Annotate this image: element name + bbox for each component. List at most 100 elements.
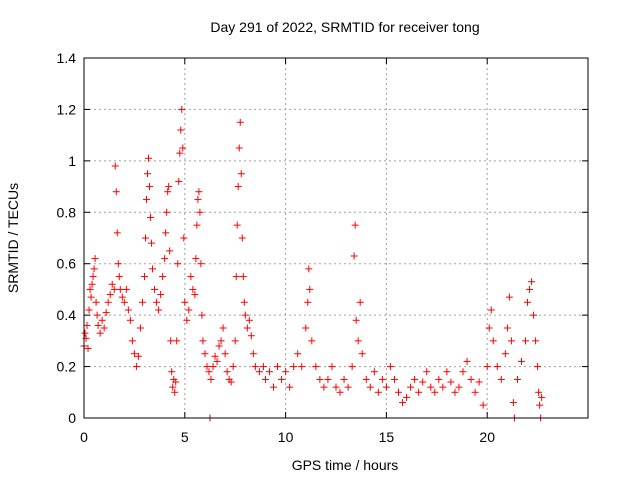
data-point — [140, 273, 148, 281]
data-point — [179, 144, 187, 152]
data-point — [196, 208, 204, 216]
data-point — [221, 350, 229, 358]
y-tick-label: 0.4 — [57, 307, 77, 323]
data-point — [243, 324, 251, 332]
data-point — [324, 375, 332, 383]
data-point — [165, 183, 173, 191]
data-point — [238, 234, 246, 242]
data-point — [187, 273, 195, 281]
data-point — [403, 393, 411, 401]
data-point — [356, 298, 364, 306]
y-tick-label: 1.2 — [57, 101, 77, 117]
data-point — [503, 324, 511, 332]
data-point — [93, 311, 101, 319]
data-point — [451, 388, 459, 396]
data-point — [522, 337, 530, 345]
data-point — [145, 154, 153, 162]
data-point — [336, 388, 344, 396]
data-point — [227, 378, 235, 386]
data-point — [234, 183, 242, 191]
data-point — [215, 342, 223, 350]
data-point — [265, 368, 273, 376]
data-point — [194, 195, 202, 203]
chart-title: Day 291 of 2022, SRMTID for receiver ton… — [210, 19, 479, 35]
data-point — [374, 388, 382, 396]
data-point — [517, 357, 525, 365]
data-point — [92, 298, 100, 306]
data-point — [475, 378, 483, 386]
data-point — [87, 293, 95, 301]
data-point — [90, 265, 98, 273]
data-point — [415, 388, 423, 396]
data-point — [497, 375, 505, 383]
data-point — [245, 316, 253, 324]
data-point — [180, 234, 188, 242]
y-tick-label: 1.4 — [57, 50, 77, 66]
data-point — [241, 311, 249, 319]
data-point — [232, 273, 240, 281]
y-tick-label: 0.2 — [57, 359, 77, 375]
y-tick-label: 0.8 — [57, 204, 77, 220]
data-point — [153, 298, 161, 306]
data-point — [505, 293, 513, 301]
data-point — [513, 375, 521, 383]
data-point — [443, 368, 451, 376]
data-point — [88, 280, 96, 288]
data-point — [382, 383, 390, 391]
y-axis-label: SRMTID / TECUs — [5, 183, 21, 293]
data-point — [538, 393, 546, 401]
data-point — [193, 221, 201, 229]
data-point — [173, 337, 181, 345]
data-point — [195, 188, 203, 196]
x-axis-label: GPS time / hours — [292, 457, 399, 473]
data-point — [106, 291, 114, 299]
data-point — [251, 363, 259, 371]
y-tick-label: 0 — [68, 410, 76, 426]
data-point — [217, 337, 225, 345]
data-point — [115, 273, 123, 281]
data-point — [141, 234, 149, 242]
data-point — [163, 208, 171, 216]
data-point — [350, 252, 358, 260]
data-point — [231, 337, 239, 345]
data-point — [178, 105, 186, 113]
data-point — [122, 285, 130, 293]
data-point — [255, 368, 263, 376]
y-tick-label: 1 — [68, 153, 76, 169]
data-point — [171, 388, 179, 396]
data-point — [175, 177, 183, 185]
data-point — [130, 350, 138, 358]
data-points — [80, 105, 546, 422]
data-point — [161, 255, 169, 263]
data-point — [118, 293, 126, 301]
data-point — [159, 273, 167, 281]
data-point — [126, 316, 134, 324]
data-point — [249, 350, 257, 358]
data-point — [98, 316, 106, 324]
data-point — [447, 378, 455, 386]
data-point — [467, 375, 475, 383]
data-point — [302, 324, 310, 332]
data-point — [94, 321, 102, 329]
data-point — [348, 363, 356, 371]
data-point — [136, 324, 144, 332]
data-point — [320, 383, 328, 391]
data-point — [149, 265, 157, 273]
data-point — [113, 229, 121, 237]
data-point — [142, 195, 150, 203]
data-point — [114, 260, 122, 268]
data-point — [411, 375, 419, 383]
data-point — [229, 363, 237, 371]
data-point — [157, 291, 165, 299]
data-point — [282, 368, 290, 376]
data-point — [332, 383, 340, 391]
y-tick-labels: 0 0.2 0.4 0.6 0.8 1 1.2 1.4 — [57, 50, 77, 426]
data-point — [419, 378, 427, 386]
data-point — [455, 383, 463, 391]
data-point — [100, 324, 108, 332]
data-point — [261, 375, 269, 383]
data-point — [530, 311, 538, 319]
data-point — [274, 363, 282, 371]
data-point — [203, 363, 211, 371]
data-point — [435, 375, 443, 383]
